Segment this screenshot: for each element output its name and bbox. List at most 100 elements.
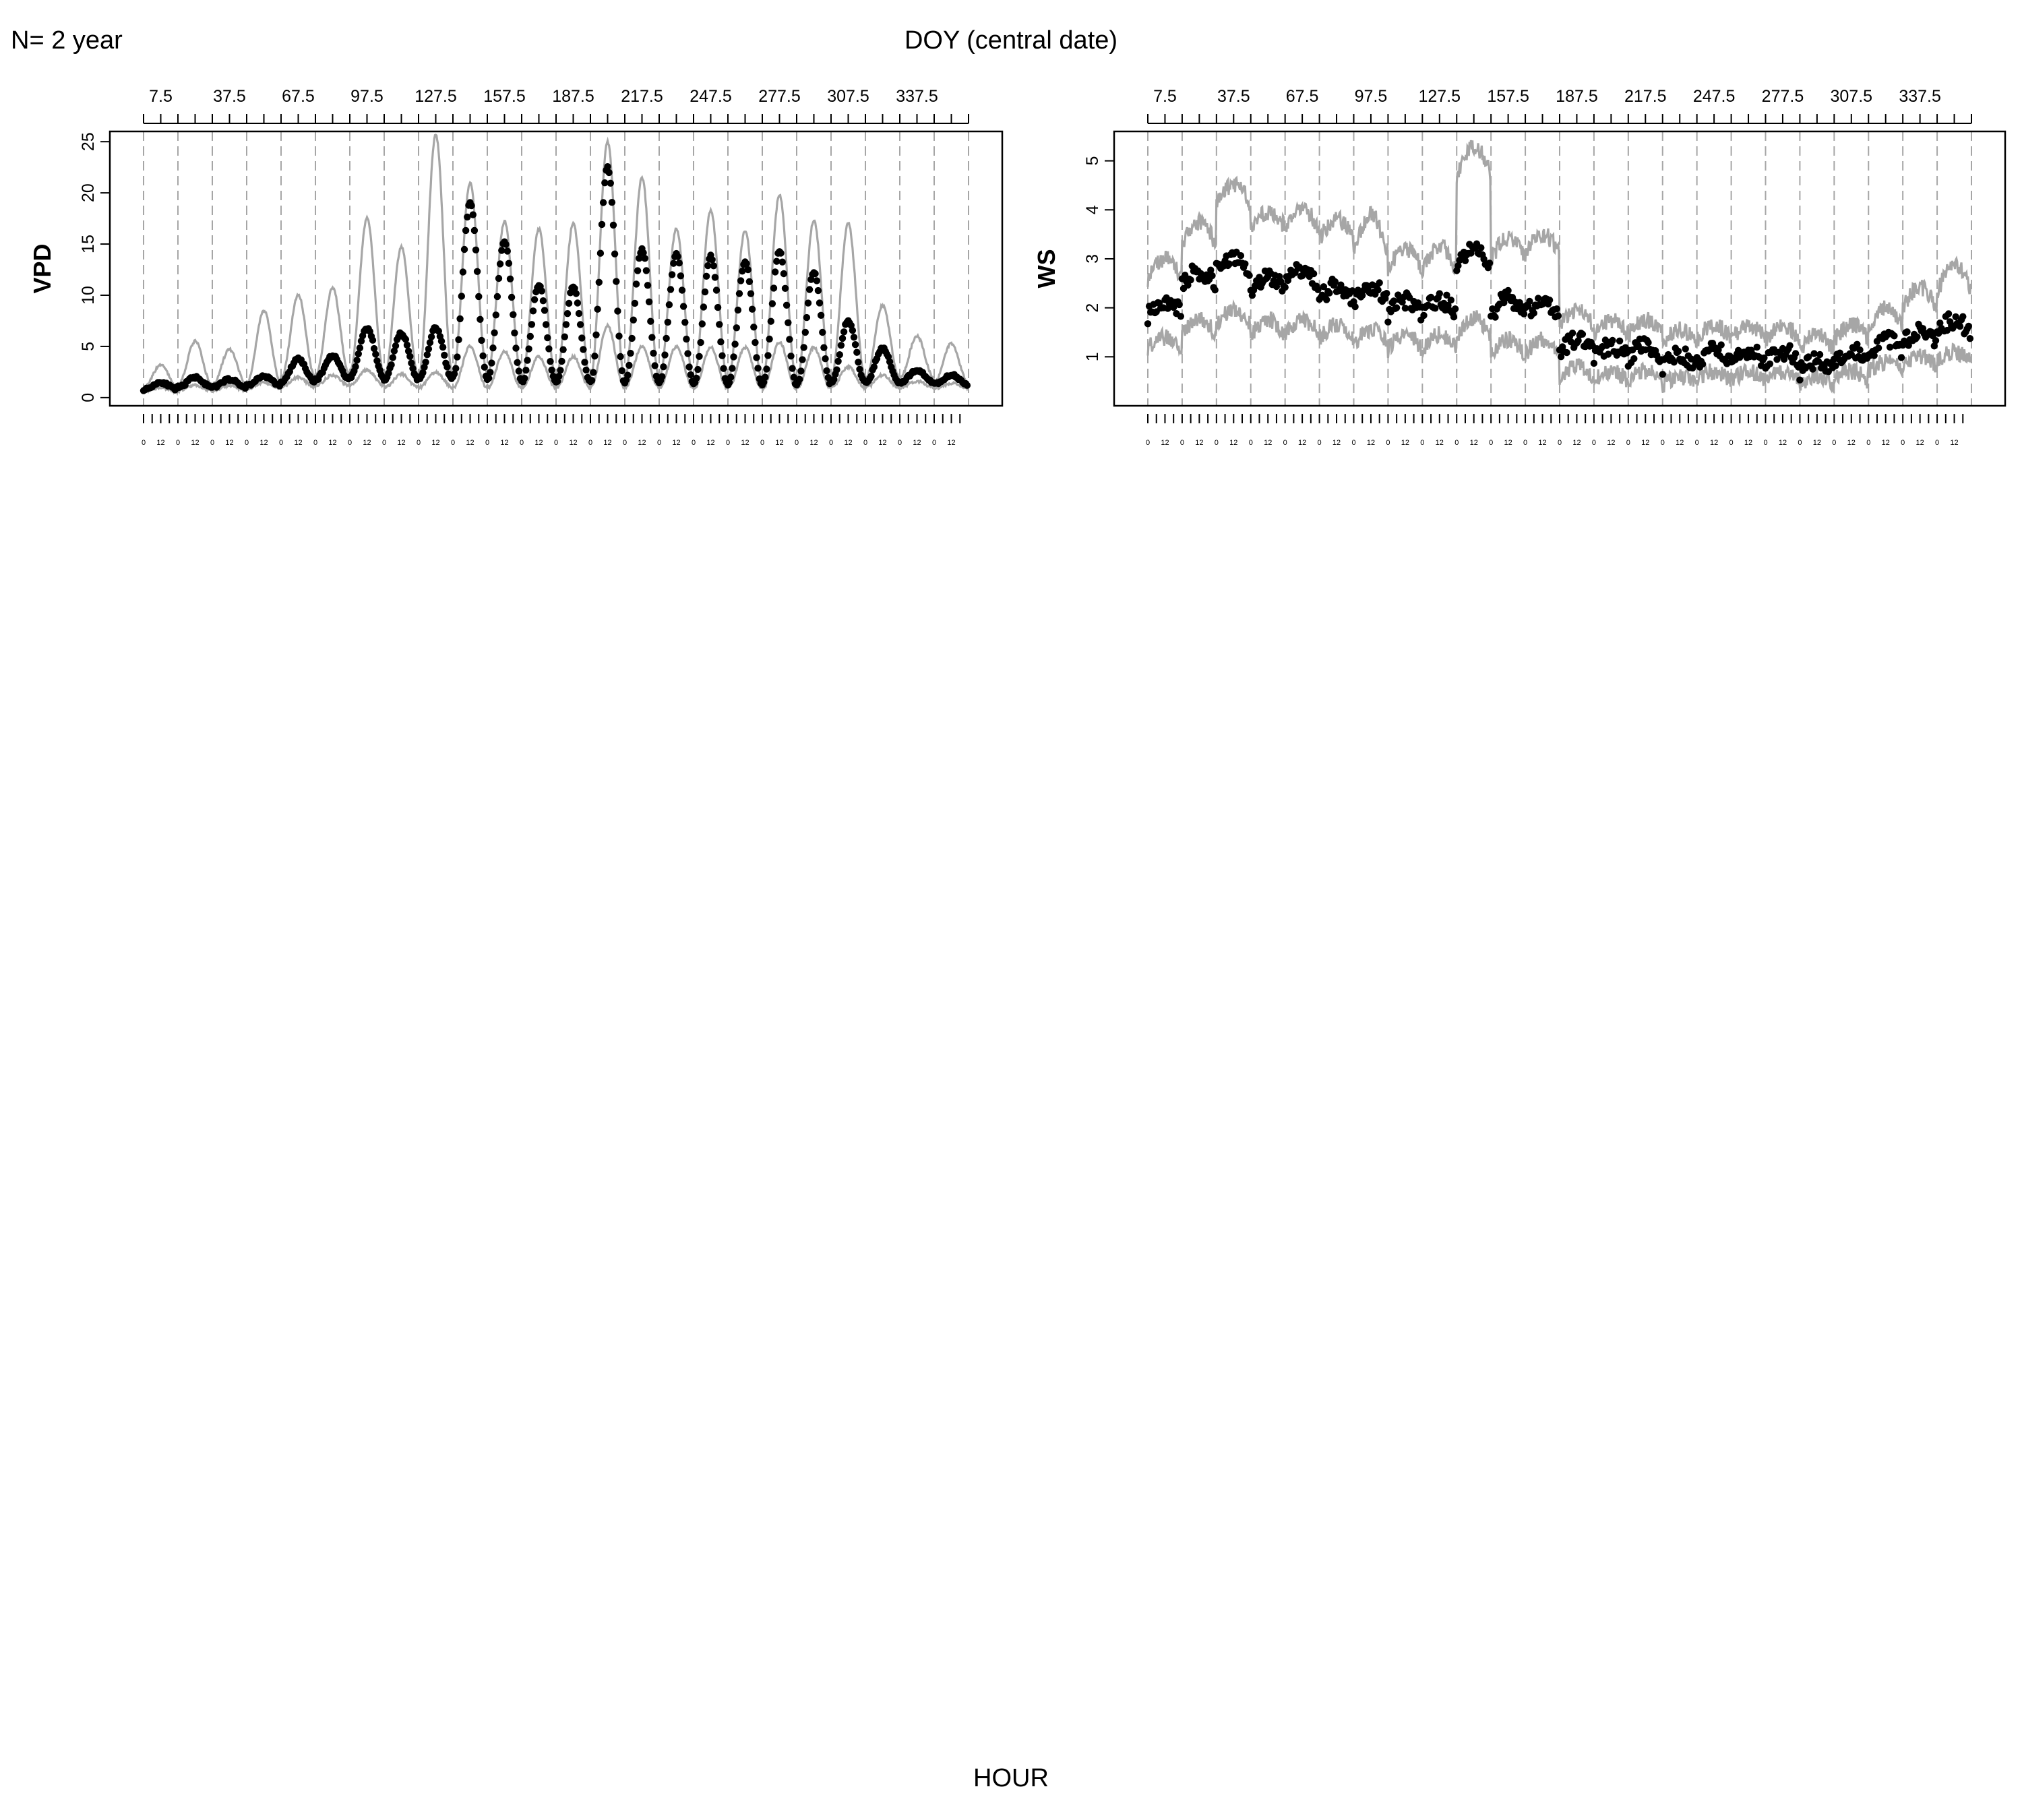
mean-point — [711, 274, 719, 281]
y-tick-label: 15 — [79, 235, 98, 253]
top-axis-tick-label: 37.5 — [1217, 87, 1250, 106]
mean-point — [503, 247, 511, 255]
mean-point — [1376, 279, 1383, 286]
mean-point — [563, 310, 572, 317]
mean-point — [1786, 342, 1794, 349]
mean-point — [611, 250, 619, 257]
mean-point — [730, 353, 737, 361]
mean-point — [514, 359, 521, 366]
mean-point — [498, 247, 506, 254]
hour-tick-label: 12 — [809, 439, 818, 447]
mean-point — [1930, 342, 1938, 350]
vpd-panel: 0 5 10 15 20 25 VPD 7.5 37.5 67.5 97.5 127.5 157.5 18… — [28, 87, 1004, 447]
mean-point — [823, 367, 830, 375]
hour-tick-label: 12 — [1436, 439, 1444, 447]
mean-point — [1574, 337, 1582, 344]
mean-point — [425, 345, 433, 353]
mean-point — [712, 286, 721, 294]
mean-point — [588, 377, 596, 384]
hour-tick-label: 0 — [451, 439, 455, 447]
hour-tick-label: 12 — [1882, 439, 1890, 447]
mean-point — [1535, 295, 1542, 302]
mean-point — [683, 335, 690, 343]
y-tick-label: 5 — [79, 342, 98, 351]
mean-point — [450, 370, 458, 377]
mean-point — [748, 305, 756, 313]
mean-point — [664, 318, 671, 326]
mean-point — [693, 374, 700, 382]
mean-point — [644, 282, 652, 289]
hour-tick-label: 0 — [1729, 439, 1734, 447]
mean-point — [1207, 266, 1215, 274]
mean-point — [1952, 313, 1959, 321]
top-axis-tick-label: 157.5 — [1487, 87, 1529, 106]
mean-point — [1450, 313, 1458, 321]
mean-point — [851, 341, 859, 348]
mean-point — [1354, 286, 1362, 294]
mean-point — [786, 336, 793, 343]
mean-point — [681, 319, 689, 326]
mean-point — [1766, 360, 1774, 367]
mean-point — [1682, 345, 1689, 353]
hour-tick-label: 0 — [279, 439, 283, 447]
hour-tick-label: 0 — [1180, 439, 1184, 447]
mean-point — [1175, 301, 1183, 309]
hour-tick-label: 0 — [795, 439, 799, 447]
mean-point — [1432, 305, 1439, 312]
mean-point — [423, 351, 431, 359]
hour-tick-label: 12 — [191, 439, 199, 447]
mean-point — [716, 321, 723, 328]
mean-point — [581, 359, 588, 366]
mean-point — [525, 345, 532, 353]
mean-point — [834, 357, 842, 365]
mean-point — [1545, 297, 1554, 304]
mean-point — [458, 293, 465, 300]
mean-point — [481, 363, 488, 371]
mean-point — [530, 296, 539, 303]
top-axis-tick-label: 67.5 — [282, 87, 315, 106]
hour-tick-label: 12 — [1264, 439, 1272, 447]
mean-point — [679, 303, 687, 310]
y-tick-label: 25 — [79, 132, 98, 151]
mean-point — [479, 352, 487, 360]
mean-point — [628, 334, 636, 342]
mean-point — [830, 375, 838, 383]
hour-tick-label: 0 — [1935, 439, 1939, 447]
mean-point — [528, 321, 536, 328]
mean-point — [743, 260, 750, 268]
y-tick-label: 10 — [79, 286, 98, 305]
mean-point — [1901, 337, 1908, 344]
hour-tick-label: 0 — [1283, 439, 1287, 447]
mean-points — [140, 163, 971, 394]
mean-point — [615, 332, 623, 340]
mean-point — [1670, 359, 1678, 366]
mean-point — [544, 334, 551, 342]
mean-point — [1144, 320, 1152, 328]
mean-point — [641, 255, 648, 262]
mean-point — [766, 335, 773, 343]
mean-point — [1870, 352, 1878, 359]
hour-tick-label: 12 — [1538, 439, 1546, 447]
lower-band-line — [1146, 299, 1972, 394]
hour-tick-label: 12 — [638, 439, 646, 447]
mean-point — [813, 277, 821, 284]
mean-point — [1225, 260, 1233, 268]
mean-point — [1959, 313, 1967, 320]
x-axis-title: HOUR — [973, 1764, 1049, 1792]
hour-tick-label: 12 — [225, 439, 233, 447]
mean-point — [1383, 290, 1390, 297]
hour-tick-label: 12 — [1676, 439, 1684, 447]
mean-point — [487, 369, 494, 376]
mean-point — [561, 333, 568, 340]
mean-point — [1447, 297, 1454, 304]
mean-point — [541, 307, 549, 314]
mean-point — [370, 344, 378, 353]
hour-tick-label: 0 — [245, 439, 249, 447]
mean-point — [545, 345, 553, 353]
mean-point — [510, 311, 517, 318]
hour-tick-label: 12 — [844, 439, 852, 447]
mean-point — [496, 260, 504, 268]
hour-tick-label: 12 — [1161, 439, 1169, 447]
mean-point — [473, 268, 481, 275]
mean-point — [660, 363, 667, 371]
